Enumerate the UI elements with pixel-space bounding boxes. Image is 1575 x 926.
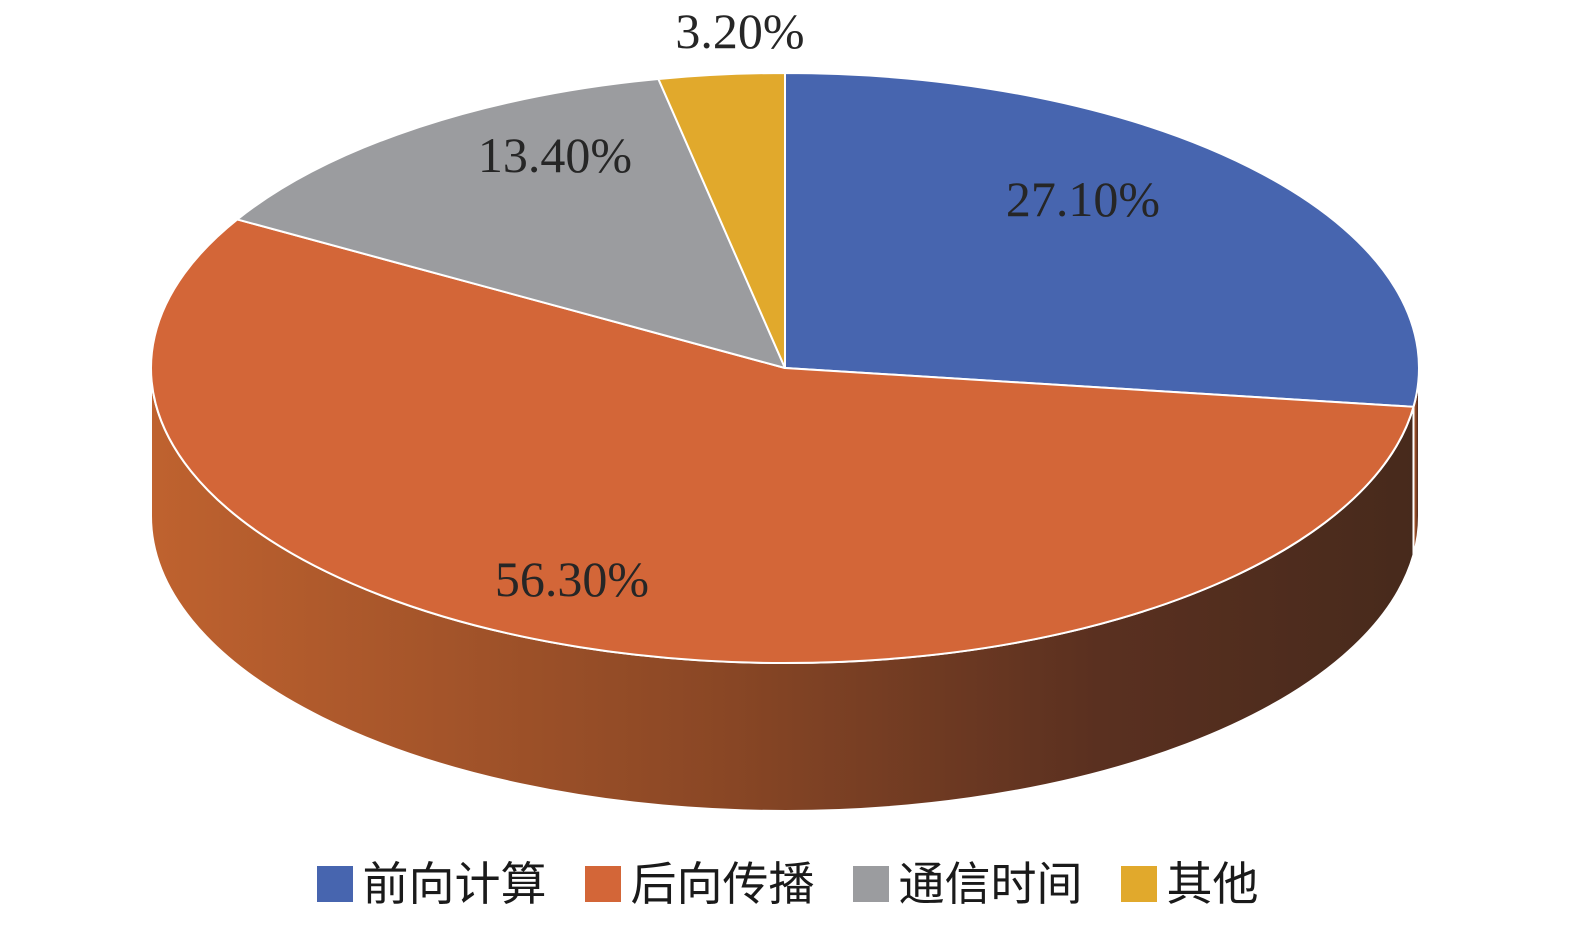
legend-label-forward: 前向计算: [362, 857, 547, 911]
pie-slice-backward: [150, 218, 1415, 664]
legend: 前向计算 后向传播 通信时间 其他: [0, 852, 1575, 916]
legend-label-backward: 后向传播: [630, 857, 815, 911]
legend-swatch-communication: [852, 866, 889, 902]
data-label-backward: 56.30%: [495, 551, 649, 607]
pie-slice-other: [657, 72, 786, 369]
data-label-communication: 13.40%: [478, 127, 632, 183]
legend-item-backward: 后向传播: [584, 857, 815, 911]
legend-item-other: 其他: [1120, 857, 1259, 911]
legend-label-other: 其他: [1166, 857, 1259, 911]
pie-slice-communication: [236, 77, 786, 369]
pie-slice-forward: [784, 72, 1420, 408]
legend-swatch-backward: [584, 866, 621, 902]
legend-swatch-forward: [316, 866, 353, 902]
data-label-other: 3.20%: [675, 3, 804, 59]
data-label-forward: 27.10%: [1006, 171, 1160, 227]
legend-item-communication: 通信时间: [852, 857, 1083, 911]
legend-label-communication: 通信时间: [898, 857, 1083, 911]
legend-swatch-other: [1120, 866, 1157, 902]
legend-item-forward: 前向计算: [316, 857, 547, 911]
